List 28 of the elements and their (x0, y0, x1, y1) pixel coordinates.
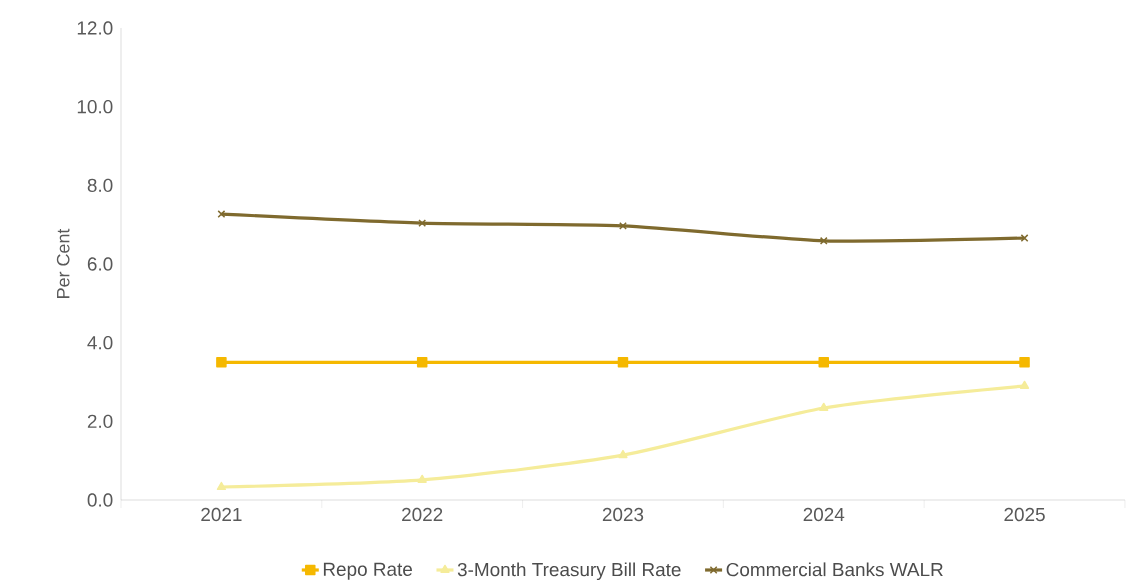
x-tick-label: 2024 (803, 507, 845, 522)
x-tick-label: 2022 (402, 507, 443, 522)
y-tick-label: 12.0 (77, 21, 113, 35)
point (618, 449, 628, 459)
x-tick-label: 2025 (1004, 507, 1045, 522)
point (216, 357, 227, 368)
point (619, 221, 627, 230)
y-axis-title: Per Cent (56, 228, 70, 298)
point (1019, 357, 1030, 368)
y-tick-label: 0.0 (87, 493, 113, 507)
y-tick-label: 10.0 (77, 99, 113, 114)
point (416, 357, 428, 368)
x-tick-label: 2021 (201, 507, 242, 522)
point (819, 402, 829, 411)
y-tick-label: 4.0 (87, 335, 113, 350)
y-tick-label: 2.0 (87, 414, 113, 429)
x-tick-label: 2023 (602, 507, 644, 522)
legend-label: 3-Month Treasury Bill Rate (457, 562, 681, 581)
legend-label: Repo Rate (323, 562, 412, 580)
point (818, 357, 830, 368)
legend-label: Commercial Banks WALR (726, 562, 943, 577)
point (617, 357, 629, 368)
y-tick-label: 8.0 (87, 178, 113, 193)
point (1019, 380, 1030, 389)
y-tick-label: 6.0 (87, 257, 113, 271)
point (819, 236, 828, 245)
point (216, 481, 227, 491)
point (417, 474, 427, 483)
